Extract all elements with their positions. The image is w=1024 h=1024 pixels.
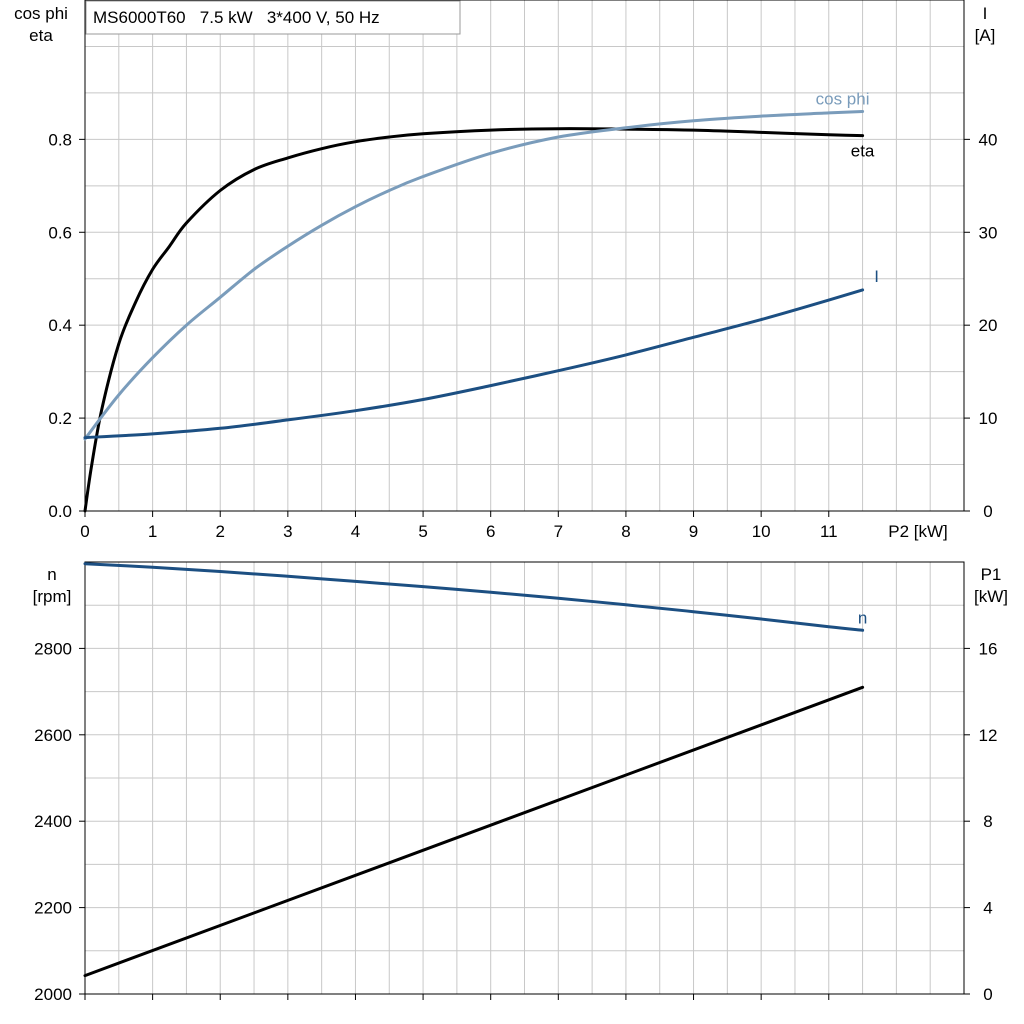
x-tick-label: 2: [215, 522, 224, 541]
top-right-tick-label: 20: [979, 316, 998, 335]
top-left-tick-label: 0.0: [48, 502, 72, 521]
top-right-tick-label: 0: [983, 502, 992, 521]
series-line-n: [83, 562, 865, 632]
top-right-tick-label: 40: [979, 130, 998, 149]
title-box-frame: [85, 0, 461, 35]
top-left-tick-label: 0.2: [48, 409, 72, 428]
top-right-axis-label-line1: I: [983, 4, 988, 23]
bottom-right-tick-label: 16: [979, 639, 998, 658]
x-tick-label: 7: [554, 522, 563, 541]
series-line-cos-phi: [83, 110, 865, 441]
x-tick-label: 1: [148, 522, 157, 541]
bottom-left-tick-label: 2400: [34, 812, 72, 831]
series-label-n: n: [858, 608, 867, 627]
x-tick-label: 11: [820, 522, 838, 541]
bottom-left-tick-label: 2800: [34, 639, 72, 658]
top-plot-frame: [84, 0, 965, 512]
series-label-cos-phi: cos phi: [816, 89, 870, 108]
series-line-eta: [83, 127, 865, 513]
x-axis-label: P2 [kW]: [888, 522, 948, 541]
series-label-i: I: [874, 267, 879, 286]
top-chart-ticks: 0.0 0.2 0.4 0.6 0.8 0 10 20 30 40 0 1 2 3 4 5 6 7 8 9 10 11: [48, 130, 997, 541]
top-right-tick-label: 30: [979, 223, 998, 242]
bottom-left-axis-label-line2: [rpm]: [33, 587, 72, 606]
top-chart-series: eta cos phi I: [83, 89, 879, 513]
top-right-tick-label: 10: [979, 409, 998, 428]
series-line-i: [83, 288, 865, 440]
x-tick-label: 5: [418, 522, 427, 541]
top-left-tick-label: 0.6: [48, 223, 72, 242]
bottom-left-tick-label: 2200: [34, 899, 72, 918]
title-text: MS6000T60 7.5 kW 3*400 V, 50 Hz: [93, 8, 380, 27]
series-label-eta: eta: [851, 142, 875, 161]
bottom-left-tick-label: 2600: [34, 726, 72, 745]
bottom-right-tick-label: 0: [983, 985, 992, 1004]
bottom-right-axis-label-line2: [kW]: [974, 587, 1008, 606]
bottom-right-tick-label: 8: [983, 812, 992, 831]
top-left-tick-label: 0.4: [48, 316, 72, 335]
top-right-axis-label-line2: [A]: [975, 26, 996, 45]
x-tick-label: 10: [752, 522, 771, 541]
top-chart-grid: [85, 0, 964, 511]
bottom-plot-frame: [84, 561, 965, 995]
x-tick-label: 9: [689, 522, 698, 541]
top-left-tick-label: 0.8: [48, 130, 72, 149]
top-chart-panel: eta cos phi I 0.0 0.2 0.4 0.6 0.8 0 10 20 30 40 0 1 2 3…: [14, 0, 997, 541]
x-tick-label: 6: [486, 522, 495, 541]
bottom-chart-ticks: 2000 2200 2400 2600 2800 0 4 8 12 16: [34, 639, 997, 1004]
top-left-axis-label-line1: cos phi: [14, 4, 68, 23]
bottom-left-tick-label: 2000: [34, 985, 72, 1004]
x-tick-label: 4: [351, 522, 360, 541]
bottom-chart-panel: n 2000 2200 2400 2600 2800 0 4 8 12 16 n [rpm] P1…: [33, 561, 1008, 1004]
series-line-p1: [83, 685, 865, 978]
bottom-left-axis-label-line1: n: [47, 565, 56, 584]
bottom-right-tick-label: 4: [983, 899, 992, 918]
x-tick-label: 8: [621, 522, 630, 541]
bottom-right-tick-label: 12: [979, 726, 998, 745]
bottom-chart-series: n: [83, 562, 867, 978]
top-left-axis-label-line2: eta: [29, 26, 53, 45]
x-tick-label: 0: [80, 522, 89, 541]
title-box: MS6000T60 7.5 kW 3*400 V, 50 Hz: [85, 0, 461, 35]
bottom-right-axis-label-line1: P1: [981, 565, 1002, 584]
x-tick-label: 3: [283, 522, 292, 541]
bottom-chart-grid: [85, 562, 964, 994]
